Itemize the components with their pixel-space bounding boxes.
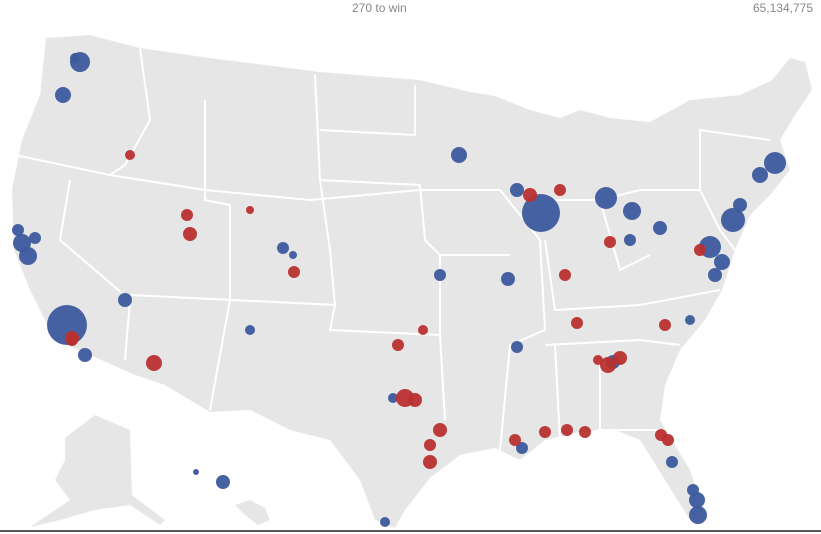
county-bubble-waukesha[interactable] [523, 188, 537, 202]
county-bubble-maricopa[interactable] [146, 355, 162, 371]
county-bubble-baldwin[interactable] [561, 424, 573, 436]
county-bubble-clark-nv[interactable] [118, 293, 132, 307]
county-bubble-multnomah[interactable] [55, 87, 71, 103]
county-bubble-st-louis[interactable] [501, 272, 515, 286]
county-bubble-el-paso-co[interactable] [288, 266, 300, 278]
state-borders [14, 47, 771, 451]
alaska-land [29, 414, 166, 528]
county-bubble-rutherford[interactable] [571, 317, 583, 329]
county-bubble-bernalillo[interactable] [245, 325, 255, 335]
county-bubble-hamilton-in[interactable] [604, 236, 616, 248]
county-bubble-brevard[interactable] [662, 434, 674, 446]
county-bubble-shelby-tn[interactable] [511, 341, 523, 353]
county-bubble-utah[interactable] [183, 227, 197, 241]
county-bubble-cook[interactable] [522, 194, 560, 232]
county-bubble-harris-outskirts[interactable] [433, 423, 447, 437]
county-bubble-escambia[interactable] [579, 426, 591, 438]
county-bubble-kauai[interactable] [193, 469, 199, 475]
county-bubble-lancaster-pa[interactable] [694, 244, 706, 256]
county-bubble-gwinnett[interactable] [613, 351, 627, 365]
county-bubble-cuyahoga[interactable] [623, 202, 641, 220]
county-bubble-boone-ky[interactable] [559, 269, 571, 281]
county-bubble-denver[interactable] [277, 242, 289, 254]
county-bubble-milwaukee[interactable] [510, 183, 524, 197]
county-bubble-tulsa[interactable] [418, 325, 428, 335]
vote-total-label: 65,134,775 [750, 1, 815, 15]
contiguous-us-land [11, 34, 813, 529]
county-bubble-jefferson-la[interactable] [509, 434, 521, 446]
county-bubble-miami-dade[interactable] [689, 506, 707, 524]
county-bubble-collin[interactable] [408, 393, 422, 407]
county-bubble-franklin-oh[interactable] [624, 234, 636, 246]
county-bubble-ada[interactable] [125, 150, 135, 160]
county-bubble-palm-beach[interactable] [687, 484, 699, 496]
win-threshold-label: 270 to win [350, 1, 409, 15]
county-bubble-allegheny[interactable] [653, 221, 667, 235]
county-bubble-new-york[interactable] [721, 208, 745, 232]
county-bubble-jackson-mo[interactable] [434, 269, 446, 281]
county-bubble-santa-clara[interactable] [19, 247, 37, 265]
county-bubble-riverside[interactable] [65, 331, 79, 345]
county-bubble-fairfax[interactable] [708, 268, 722, 282]
county-bubble-travis[interactable] [380, 517, 390, 527]
county-bubble-cherokee-ga[interactable] [600, 357, 616, 373]
county-bubble-dallas[interactable] [388, 393, 398, 403]
county-bubble-boulder[interactable] [289, 251, 297, 259]
county-bubble-westchester[interactable] [733, 198, 747, 212]
county-bubble-contra-costa[interactable] [29, 232, 41, 244]
county-bubble-oklahoma[interactable] [392, 339, 404, 351]
hawaii-land [234, 499, 271, 526]
county-bubble-greenville[interactable] [659, 319, 671, 331]
county-bubble-mobile[interactable] [539, 426, 551, 438]
county-bubble-honolulu[interactable] [216, 475, 230, 489]
county-bubble-san-diego[interactable] [78, 348, 92, 362]
county-bubble-prince-george-s[interactable] [714, 254, 730, 270]
county-bubble-san-francisco[interactable] [12, 224, 24, 236]
county-bubbles [12, 52, 786, 527]
county-bubble-ottawa-mi[interactable] [554, 184, 566, 196]
county-bubble-mecklenburg[interactable] [685, 315, 695, 325]
county-bubble-bexar-outskirts[interactable] [424, 439, 436, 451]
county-bubble-yellowstone[interactable] [246, 206, 254, 214]
county-bubble-middlesex-ma[interactable] [752, 167, 768, 183]
county-bubble-montgomery-tx[interactable] [423, 455, 437, 469]
county-bubble-hennepin[interactable] [451, 147, 467, 163]
county-bubble-orange-fl[interactable] [666, 456, 678, 468]
county-bubble-wayne[interactable] [595, 187, 617, 209]
county-bubble-davis[interactable] [181, 209, 193, 221]
county-bubble-snohomish[interactable] [70, 53, 80, 63]
county-bubble-suffolk-ma[interactable] [764, 152, 786, 174]
county-bubble-orleans[interactable] [516, 442, 528, 454]
